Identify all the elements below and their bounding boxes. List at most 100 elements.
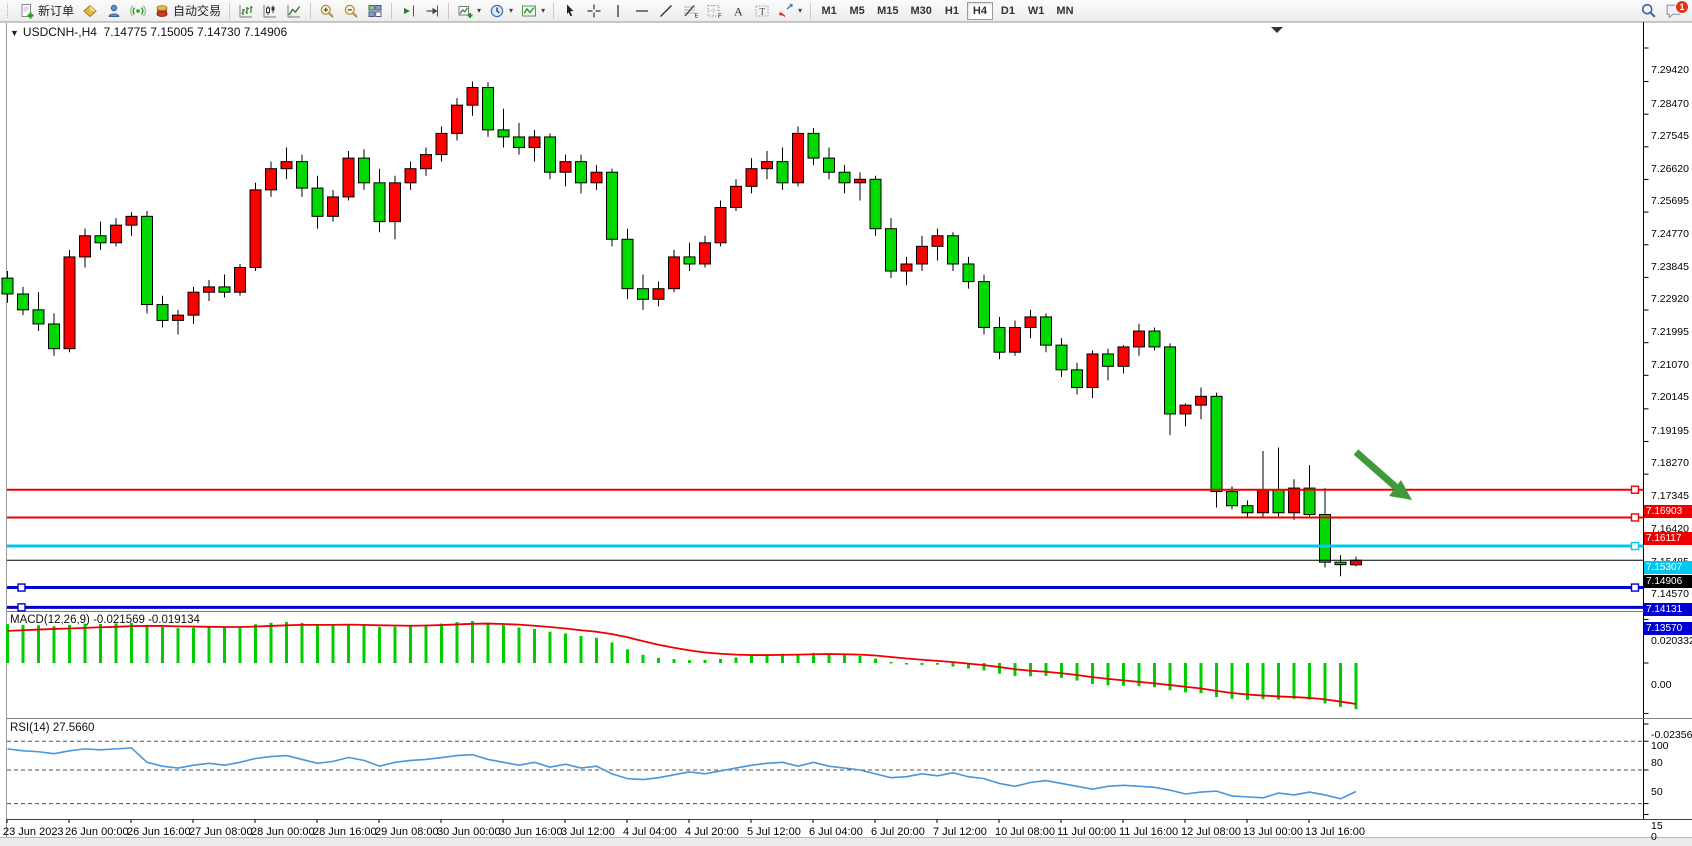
trendline-button[interactable] (654, 1, 678, 21)
time-axis-label: 11 Jul 00:00 (1057, 826, 1117, 838)
tile-windows-button[interactable] (363, 1, 387, 21)
vertical-line-button[interactable] (606, 1, 630, 21)
level-handle[interactable] (17, 603, 26, 612)
svg-text:E: E (695, 13, 699, 19)
chat-button[interactable]: 1 (1661, 0, 1689, 21)
indicators-icon (522, 5, 537, 16)
level-handle[interactable] (1630, 583, 1640, 592)
text-button[interactable]: A (726, 1, 750, 21)
signal-button[interactable] (126, 1, 150, 21)
chart-canvas[interactable] (0, 22, 1692, 846)
timeframe-w1[interactable]: W1 (1023, 2, 1050, 20)
candles-layer (1, 81, 1362, 577)
toolbar-right: 1 (1636, 0, 1689, 21)
zoom-out-button[interactable] (339, 1, 363, 21)
toolbar-separator (810, 2, 812, 19)
price-tick-label: 7.26620 (1651, 162, 1689, 175)
price-level-tag: 7.14906 (1644, 575, 1692, 589)
svg-text:T: T (760, 6, 766, 16)
collapse-triangle-icon[interactable]: ▼ (10, 28, 19, 38)
new-order-button[interactable]: 新订单 (15, 1, 78, 21)
level-handle[interactable] (1630, 485, 1640, 494)
toolbar-separator (310, 2, 312, 19)
community-button[interactable] (102, 1, 126, 21)
crosshair-button[interactable] (582, 1, 606, 21)
rsi-pane (7, 740, 1644, 805)
new-order-icon (21, 3, 34, 18)
signal-icon (130, 4, 146, 17)
arrows-dropdown[interactable]: ▾ (774, 1, 806, 21)
new-order-label: 新订单 (38, 4, 75, 18)
timeframe-m5[interactable]: M5 (844, 2, 870, 20)
metaeditor-button[interactable] (78, 1, 102, 21)
timeframe-h1[interactable]: H1 (939, 2, 965, 20)
price-tick-label: 7.21070 (1651, 358, 1689, 371)
chart-shift-button[interactable] (396, 1, 420, 21)
price-level-tag: 7.16903 (1644, 504, 1692, 518)
chart-shift-marker[interactable] (1271, 27, 1283, 33)
crosshair-icon (587, 4, 601, 17)
horizontal-line-button[interactable] (630, 1, 654, 21)
annotation-arrow-head[interactable] (1389, 480, 1412, 500)
price-level-tag: 7.13570 (1644, 622, 1692, 636)
macd-axis-label: 0.020332 (1651, 635, 1692, 648)
price-tick-label: 7.23845 (1651, 260, 1689, 273)
time-axis-label: 13 Jul 16:00 (1305, 826, 1365, 838)
price-tick-label: 7.19195 (1651, 424, 1689, 437)
text-label-icon: T (755, 5, 769, 16)
search-button[interactable] (1636, 1, 1661, 21)
time-axis-label: 26 Jun 16:00 (127, 826, 191, 838)
grid-button[interactable]: F (702, 1, 726, 21)
auto-scroll-icon (426, 5, 439, 16)
line-chart-button[interactable] (282, 1, 306, 21)
svg-text:F: F (718, 14, 722, 19)
zoom-out-icon (344, 4, 358, 18)
profiles-dropdown[interactable]: ▾ (485, 1, 517, 21)
new-chart-dropdown[interactable]: ▾ (453, 1, 485, 21)
level-handle[interactable] (1630, 513, 1640, 522)
grid-icon: F (707, 4, 722, 19)
timeframe-mn[interactable]: MN (1051, 2, 1078, 20)
auto-scroll-button[interactable] (420, 1, 444, 21)
chart-header: ▼ USDCNH-,H4 7.14775 7.15005 7.14730 7.14… (10, 25, 287, 39)
bar-chart-button[interactable] (234, 1, 258, 21)
timeframe-group: M1 M5 M15 M30 H1 H4 D1 W1 MN (815, 1, 1079, 20)
cursor-icon (567, 4, 574, 16)
macd-axis-label: -0.023565 (1651, 729, 1692, 742)
rsi-line (7, 747, 1357, 800)
level-handle[interactable] (1630, 541, 1640, 551)
timeframe-m30[interactable]: M30 (906, 2, 937, 20)
text-label-button[interactable]: T (750, 1, 774, 21)
chart-window[interactable]: ▼ USDCNH-,H4 7.14775 7.15005 7.14730 7.14… (0, 22, 1692, 846)
fibonacci-button[interactable]: E (678, 1, 702, 21)
time-axis-label: 30 Jun 00:00 (437, 826, 501, 838)
price-tick-label: 7.28470 (1651, 97, 1689, 110)
indicators-dropdown[interactable]: ▾ (517, 1, 549, 21)
price-tick-label: 7.14570 (1651, 588, 1689, 601)
toolbar: 新订单 自动交易 (0, 0, 1692, 22)
level-handle[interactable] (17, 583, 26, 592)
autotrading-button[interactable]: 自动交易 (150, 1, 225, 21)
arrows-icon (779, 3, 794, 17)
timeframe-m1[interactable]: M1 (816, 2, 842, 20)
time-axis-label: 23 Jun 2023 (3, 826, 64, 838)
cursor-button[interactable] (558, 1, 582, 21)
price-tick-label: 7.21995 (1651, 326, 1689, 339)
time-axis-label: 13 Jul 00:00 (1243, 826, 1303, 838)
autotrading-label: 自动交易 (173, 4, 222, 18)
price-tick-label: 7.17345 (1651, 490, 1689, 503)
toolbar-separator (229, 2, 231, 19)
time-axis-label: 3 Jul 12:00 (561, 826, 615, 838)
rsi-axis-label: 50 (1651, 786, 1663, 798)
chart-ohlc-values: 7.14775 7.15005 7.14730 7.14906 (103, 25, 288, 39)
autotrading-icon (156, 4, 168, 17)
zoom-in-button[interactable] (315, 1, 339, 21)
annotation-arrow[interactable] (1353, 449, 1401, 492)
price-tick-label: 7.24770 (1651, 228, 1689, 241)
timeframe-m15[interactable]: M15 (872, 2, 903, 20)
toolbar-separator (448, 2, 450, 19)
timeframe-h4[interactable]: H4 (966, 1, 993, 20)
candlestick-chart-button[interactable] (258, 1, 282, 21)
timeframe-d1[interactable]: D1 (995, 2, 1021, 20)
